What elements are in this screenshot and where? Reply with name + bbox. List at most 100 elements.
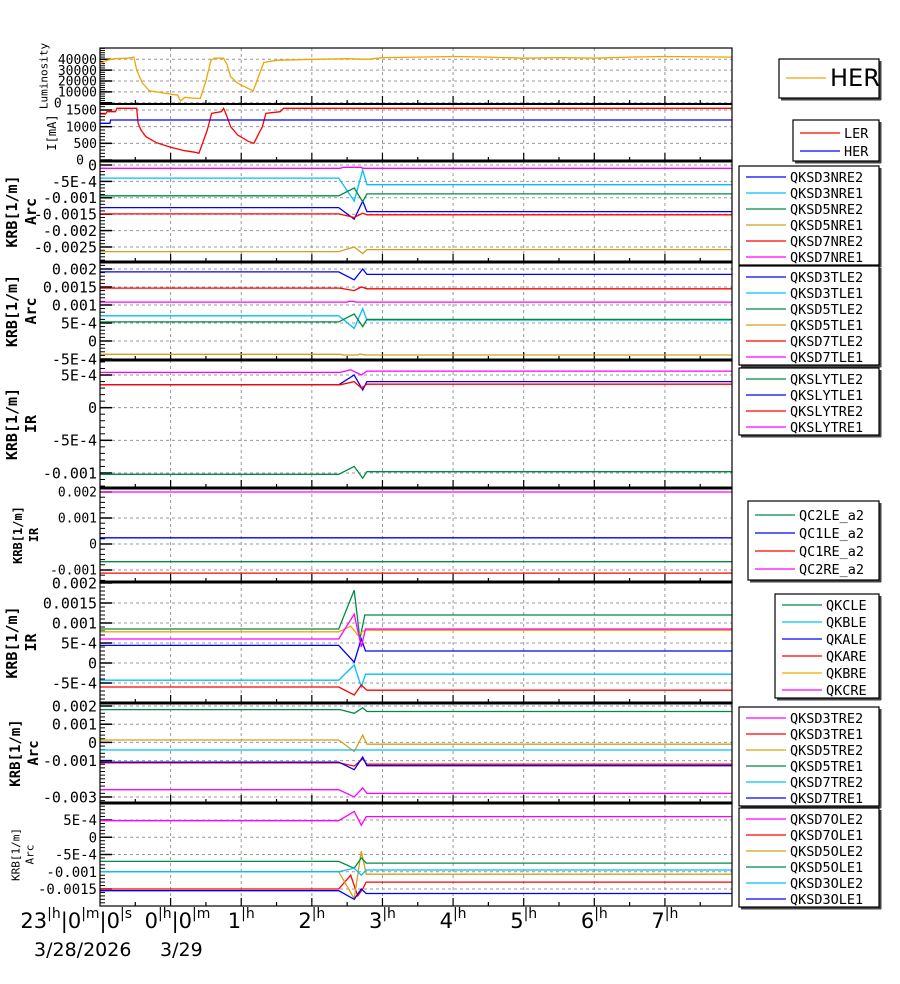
y-axis-label: KRB[1/m]	[11, 506, 25, 564]
series-line-qkslytle2	[100, 465, 732, 480]
x-tick-value: 5	[510, 909, 523, 933]
series-line-qksd5tle1	[100, 353, 732, 356]
x-tick-value: 23	[20, 909, 47, 933]
series-line-qksd7tle1	[100, 300, 732, 303]
y-tick-label: -0.002	[43, 222, 97, 240]
y-tick-label: 500	[74, 137, 97, 152]
y-axis-label: KRB[1/m]	[3, 606, 21, 678]
series-line-qksd3nre1	[100, 167, 732, 203]
x-tick-label: 4|h	[440, 906, 467, 933]
y-tick-label: 0	[88, 399, 97, 417]
x-tick-label: 2|h	[298, 906, 325, 933]
series-line-qksd3tle2	[100, 267, 732, 281]
series-line-qkslytre1	[100, 369, 732, 376]
legend-panel-4: QKSD3TLE2QKSD3TLE1QKSD5TLE2QKSD5TLE1QKSD…	[738, 265, 882, 368]
panel-5: 5E-4 0 -5E-4 -0.001 KRB[1/m] IR	[3, 358, 733, 489]
legend-item-label: QKSD7TRE2	[790, 775, 863, 791]
y-tick-label: 0.001	[52, 614, 97, 632]
legend-item-label: QC2LE_a2	[799, 508, 864, 524]
series-line-qksd5tle2	[100, 313, 732, 328]
legend-box	[738, 265, 880, 366]
legend-item-label: QKSLYTRE1	[790, 420, 863, 436]
x-tick-label: 1|h	[228, 906, 255, 933]
legend-item-label: QKSLYTLE1	[790, 388, 863, 404]
x-tick-unit: |s	[120, 906, 132, 922]
series-line-qkslytle1	[100, 374, 732, 392]
y-tick-label: -5E-4	[52, 674, 97, 692]
series-line-qkare	[100, 684, 732, 696]
legend-item-label: QKSD3OLE1	[790, 892, 863, 908]
y-tick-label: -5E-4	[55, 848, 97, 864]
x-tick-label: 5|h	[510, 906, 537, 933]
y-tick-label: -0.001	[43, 189, 97, 207]
plot-frame	[99, 702, 733, 804]
legend-item-label: QKSD5OLE1	[790, 860, 863, 876]
y-tick-label: -0.001	[50, 564, 97, 579]
x-tick-unit: |m	[81, 906, 99, 922]
legend-panel-1: HER	[778, 58, 882, 101]
legend-item-label: QKSD5NRE1	[790, 218, 863, 234]
legend-box	[738, 706, 880, 807]
legend-item-label: QKBLE	[826, 615, 867, 631]
legend-item-label: QKBRE	[826, 666, 867, 682]
plot-frame	[99, 261, 733, 361]
y-tick-label: 0.002	[52, 260, 97, 278]
x-tick-unit: |h	[312, 906, 326, 922]
legend-item-label: QKSD7NRE2	[790, 234, 863, 250]
y-axis-label: KRB[1/m]	[8, 719, 24, 786]
legend-item-label: QKSD5TRE1	[790, 759, 863, 775]
x-tick-value: 4	[440, 909, 453, 933]
y-axis-label: KRB[1/m]	[3, 388, 21, 460]
x-date-label: 3/28/2026	[34, 939, 131, 961]
legend-item-label: QKSLYTRE2	[790, 404, 863, 420]
y-tick-label: -5E-4	[52, 432, 97, 450]
panel-9: 5E-40 -5E-4-0.001-0.0015 KRB[1/m] Arc	[10, 801, 733, 907]
y-tick-label: 5E-4	[61, 634, 97, 652]
legend-item-label: QKSD5NRE2	[790, 202, 863, 218]
legend-item-label: QKSD7TLE1	[790, 350, 863, 366]
panel-3: 0-5E-4-0.001-0.0015-0.002-0.0025KRB[1/m]…	[3, 156, 733, 263]
y-tick-label: 0.002	[52, 697, 97, 715]
series-line-qksd7tre1	[100, 755, 732, 771]
series-line-qksd7tle2	[100, 286, 732, 292]
x-tick-value: 6	[581, 909, 594, 933]
y-tick-label: 0	[88, 332, 97, 350]
x-tick-value: 0	[145, 909, 158, 933]
y-tick-label: 10000	[58, 86, 97, 101]
legend-panel-2: LER HER	[792, 119, 882, 164]
y-tick-label: 0	[76, 154, 84, 169]
plot-frame	[99, 359, 733, 489]
legend-item-label: QKARE	[826, 649, 867, 665]
y-tick-label: 1500	[66, 104, 97, 119]
y-tick-label: 5E-4	[61, 366, 97, 384]
legend-item-label: QKSD7OLE1	[790, 828, 863, 844]
x-tick-label: 7|h	[651, 906, 678, 933]
legend-item-label: QKSD3NRE2	[790, 170, 863, 186]
series-line-qksd7nre1	[100, 166, 732, 169]
legend-item-label: QKSD3OLE2	[790, 876, 863, 892]
legend-item-label: QKSD3NRE1	[790, 186, 863, 202]
series-line-qkcle	[100, 589, 732, 640]
y-axis-label: KRB[1/m]	[3, 275, 21, 347]
x-tick-value: 7	[651, 909, 664, 933]
x-tick-value: |0	[61, 909, 81, 934]
series-line-qksd3tre2	[100, 786, 732, 798]
legend-box	[738, 807, 880, 908]
legend-item-label: QKSD7NRE1	[790, 250, 863, 266]
y-tick-label: 0.002	[52, 574, 97, 592]
legend-panel-8: QKSD3TRE2QKSD3TRE1QKSD5TRE2QKSD5TRE1QKSD…	[738, 706, 882, 809]
y-axis-label: Luminosity	[38, 43, 51, 110]
y-tick-label: 40000	[58, 53, 97, 68]
y-tick-label: -0.0025	[34, 238, 97, 256]
x-tick-unit: |h	[453, 906, 467, 922]
y-axis-label: IR	[22, 414, 40, 433]
y-axis-label: Arc	[22, 297, 40, 324]
x-tick-label: 23|h|0|m|0|s	[20, 906, 132, 934]
y-tick-label: 0	[88, 734, 97, 752]
legend-item-label: QKCRE	[826, 683, 867, 699]
y-tick-label: 0	[89, 538, 97, 553]
